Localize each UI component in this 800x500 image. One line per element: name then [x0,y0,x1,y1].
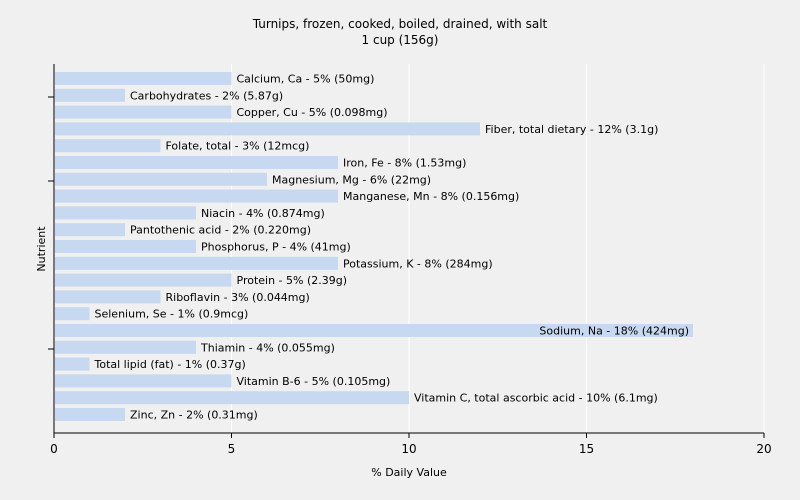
chart-title: Turnips, frozen, cooked, boiled, drained… [0,16,800,48]
chart-title-main: Turnips, frozen, cooked, boiled, drained… [252,17,548,31]
bar-data-label: Pantothenic acid - 2% (0.220mg) [130,224,311,237]
bar-data-label: Thiamin - 4% (0.055mg) [200,341,335,354]
bar [55,139,161,153]
bar-data-label: Potassium, K - 8% (284mg) [343,257,493,270]
bars: Calcium, Ca - 5% (50mg) Carbohydrates - 2… [55,72,693,422]
bar [55,156,338,169]
bar [55,122,480,136]
bar [55,324,693,337]
bar-data-label: Selenium, Se - 1% (0.9mcg) [95,308,249,321]
bar [55,72,232,85]
bar-data-label: Riboflavin - 3% (0.044mg) [166,291,310,304]
bar-data-label: Iron, Fe - 8% (1.53mg) [343,157,466,170]
x-tick-label: 15 [579,442,594,456]
bar [55,189,338,203]
bar [55,105,232,119]
bar-data-label: Zinc, Zn - 2% (0.31mg) [130,409,258,422]
bar-data-label: Protein - 5% (2.39g) [237,274,348,287]
bar-data-label: Calcium, Ca - 5% (50mg) [237,73,375,86]
bar [55,256,338,270]
bar-data-label: Copper, Cu - 5% (0.098mg) [237,106,388,119]
bar [55,88,125,102]
bar-data-label: Magnesium, Mg - 6% (22mg) [272,173,431,186]
bar-data-label: Vitamin B-6 - 5% (0.105mg) [237,375,391,388]
bar [55,391,409,405]
bar-data-label: Fiber, total dietary - 12% (3.1g) [485,123,658,136]
bar [55,357,90,371]
bar-data-label: Folate, total - 3% (12mcg) [166,140,310,153]
bar-data-label: Carbohydrates - 2% (5.87g) [130,89,283,102]
chart-subtitle: 1 cup (156g) [361,33,439,47]
bar [55,223,125,237]
y-axis-title: Nutrient [35,226,48,272]
bar [55,290,161,304]
x-tick-label: 5 [228,442,236,456]
bar-data-label: Niacin - 4% (0.874mg) [201,207,325,220]
bar [55,374,232,388]
x-axis-title: % Daily Value [371,466,447,479]
bar-data-label: Phosphorus, P - 4% (41mg) [201,241,351,254]
axis-ticks: 0 5 10 15 20 [48,96,772,456]
bar-data-label: Total lipid (fat) - 1% (0.37g) [94,358,246,371]
bar-data-label: Manganese, Mn - 8% (0.156mg) [343,190,519,203]
x-tick-label: 0 [50,442,58,456]
bar [55,240,196,253]
bar-data-label: Sodium, Na - 18% (424mg) [539,325,689,338]
bar [55,340,196,354]
bar [55,408,125,421]
x-tick-label: 10 [401,442,416,456]
x-tick-label: 20 [756,442,771,456]
bar [55,307,90,321]
bar [55,206,196,220]
bar [55,273,232,287]
bar-data-label: Vitamin C, total ascorbic acid - 10% (6.… [414,392,658,405]
bar [55,172,267,186]
